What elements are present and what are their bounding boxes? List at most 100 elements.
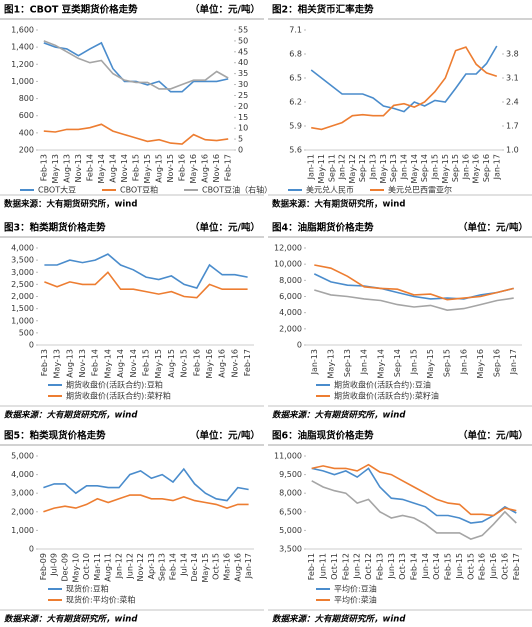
x-tick-label: Sep-13 bbox=[158, 553, 167, 581]
y2-tick-label: 25 bbox=[238, 91, 248, 100]
x-tick-label: Aug-11 bbox=[104, 553, 113, 582]
y-tick-label: 9,500 bbox=[279, 470, 302, 479]
y-tick-label: 6,000 bbox=[279, 292, 302, 301]
chart-title: 图3：粕类期货价格走势 bbox=[4, 222, 106, 234]
y-tick-label: 3,000 bbox=[11, 489, 34, 498]
x-tick-label: May-12 bbox=[348, 154, 357, 183]
y-tick-label: 2,000 bbox=[11, 507, 34, 516]
x-tick-label: Nov-13 bbox=[78, 349, 87, 377]
y-tick-label: 400 bbox=[19, 128, 34, 137]
y-tick-label: 6,500 bbox=[279, 507, 302, 516]
x-tick-label: May-16 bbox=[472, 154, 481, 183]
x-tick-label: Feb-16 bbox=[178, 154, 187, 181]
legend-label: 美元兑人民币 bbox=[306, 185, 354, 195]
x-tick-label: Sep-11 bbox=[327, 154, 336, 182]
legend-label: 期货收盘价(活跃合约):菜籽油 bbox=[334, 391, 439, 401]
x-tick-label: May-14 bbox=[103, 349, 112, 378]
x-tick-label: Mar-16 bbox=[223, 553, 232, 581]
x-tick-label: Nov-16 bbox=[230, 349, 239, 377]
y-tick-label: 2,000 bbox=[11, 292, 34, 301]
y2-tick-label: 0 bbox=[238, 146, 243, 155]
source-note: 数据来源：大有期货研究所，wind bbox=[4, 410, 138, 421]
x-tick-label: Feb-15 bbox=[142, 349, 151, 376]
x-tick-label: Apr-13 bbox=[147, 553, 156, 579]
series-line bbox=[43, 40, 229, 90]
x-tick-label: Nov-15 bbox=[166, 154, 175, 182]
unit-label: （单位：元/吨） bbox=[190, 430, 260, 442]
x-tick-label: Jun-11 bbox=[319, 553, 328, 580]
x-tick-label: Nov-13 bbox=[74, 154, 83, 182]
x-tick-label: Aug-16 bbox=[218, 349, 227, 378]
x-tick-label: Aug-16 bbox=[201, 154, 210, 183]
x-tick-label: Aug-16 bbox=[233, 553, 242, 582]
y2-tick-label: 10 bbox=[238, 124, 248, 133]
legend-label: 平均价:菜油 bbox=[334, 595, 377, 605]
y-tick-label: 1,000 bbox=[11, 77, 34, 86]
chart-title: 图1：CBOT 豆类期货价格走势 bbox=[4, 4, 138, 16]
unit-label: （单位：元/吨） bbox=[190, 4, 260, 16]
x-tick-label: Sep-14 bbox=[393, 349, 402, 377]
y-tick-label: 0 bbox=[29, 545, 34, 554]
x-tick-label: May-15 bbox=[426, 349, 435, 378]
y2-tick-label: 20 bbox=[238, 102, 248, 111]
x-tick-label: Sep-14 bbox=[420, 154, 429, 182]
x-tick-label: Oct-11 bbox=[330, 553, 339, 580]
y-tick-label: 200 bbox=[19, 146, 34, 155]
x-tick-label: May-11 bbox=[317, 154, 326, 183]
x-tick-label: Nov-14 bbox=[120, 154, 129, 182]
series-line bbox=[43, 494, 249, 513]
x-tick-label: Feb-13 bbox=[39, 154, 48, 181]
x-tick-label: May-15 bbox=[143, 154, 152, 183]
x-tick-label: Jul-14 bbox=[179, 553, 188, 577]
chart-title: 图4：油脂期货价格走势 bbox=[272, 222, 374, 234]
chart-title: 图5：粕类现货价格走势 bbox=[4, 430, 106, 442]
y-tick-label: 4,000 bbox=[11, 470, 34, 479]
y2-tick-label: 40 bbox=[238, 58, 248, 67]
x-tick-label: Jan-17 bbox=[509, 349, 518, 375]
x-tick-label: Nov-15 bbox=[180, 349, 189, 377]
y-tick-label: 0 bbox=[297, 341, 302, 350]
x-tick-label: Jun-12 bbox=[125, 553, 134, 580]
y-tick-label: 500 bbox=[19, 328, 34, 337]
x-tick-label: May-15 bbox=[201, 553, 210, 582]
y-tick-label: 3,500 bbox=[11, 256, 34, 265]
y2-tick-label: 1.0 bbox=[506, 146, 519, 155]
source-note: 数据来源：大有期货研究所，wind bbox=[272, 614, 406, 625]
y-tick-label: 2,000 bbox=[279, 324, 302, 333]
x-tick-label: Aug-14 bbox=[116, 349, 125, 378]
legend-label: CBOT豆油（右轴） bbox=[202, 185, 272, 195]
x-tick-label: Sep-13 bbox=[389, 154, 398, 182]
y2-tick-label: 2.4 bbox=[506, 98, 519, 107]
legend-label: CBOT豆粕 bbox=[120, 185, 158, 195]
x-tick-label: Jan-16 bbox=[459, 349, 468, 375]
x-tick-label: Feb-13 bbox=[40, 349, 49, 376]
legend-label: CBOT大豆 bbox=[38, 185, 76, 195]
x-tick-label: Jun-13 bbox=[387, 553, 396, 580]
x-tick-label: Oct-16 bbox=[500, 553, 509, 580]
y-tick-label: 5.6 bbox=[289, 146, 302, 155]
x-tick-label: Jan-13 bbox=[310, 349, 319, 375]
series-line bbox=[311, 467, 517, 524]
y-tick-label: 6.5 bbox=[289, 74, 302, 83]
x-tick-label: Aug-13 bbox=[62, 154, 71, 183]
x-tick-label: Aug-15 bbox=[155, 154, 164, 183]
series-line bbox=[311, 480, 517, 540]
x-tick-label: Nov-14 bbox=[129, 349, 138, 377]
source-note: 数据来源：大有期货研究所，wind bbox=[272, 410, 406, 421]
unit-label: （单位：元/吨） bbox=[190, 222, 260, 234]
y-tick-label: 2,500 bbox=[11, 280, 34, 289]
legend-label: 期货收盘价(活跃合约):豆油 bbox=[334, 380, 431, 390]
x-tick-label: Feb-15 bbox=[132, 154, 141, 181]
y-tick-label: 6.8 bbox=[289, 50, 302, 59]
y2-tick-label: 50 bbox=[238, 36, 248, 45]
series-line bbox=[313, 273, 514, 300]
x-tick-label: Jan-12 bbox=[115, 553, 124, 579]
y-tick-label: 6.2 bbox=[289, 98, 302, 107]
x-tick-label: Oct-13 bbox=[398, 553, 407, 580]
series-line bbox=[311, 463, 517, 517]
x-tick-label: Oct-12 bbox=[364, 553, 373, 580]
x-tick-label: Nov-16 bbox=[212, 154, 221, 182]
y2-tick-label: 35 bbox=[238, 69, 248, 78]
series-line bbox=[44, 253, 248, 289]
unit-label: （单位：元/吨） bbox=[458, 222, 528, 234]
